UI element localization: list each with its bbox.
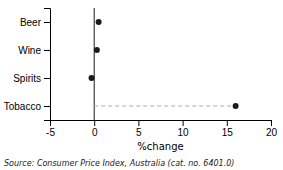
plot-area: -5 0 5 10 15 20 Beer Wine Spirits Tobacco bbox=[4, 8, 278, 138]
y-tick-mark bbox=[44, 22, 50, 23]
y-tick-mark bbox=[44, 50, 50, 51]
x-axis: -5 0 5 10 15 20 bbox=[46, 120, 277, 138]
y-tick-label: Wine bbox=[18, 45, 41, 56]
x-tick-mark bbox=[138, 120, 139, 126]
y-tick-mark bbox=[44, 78, 50, 79]
x-tick: 5 bbox=[136, 120, 142, 138]
x-tick-label: 5 bbox=[136, 127, 142, 138]
x-tick-label: 15 bbox=[222, 127, 234, 138]
y-tick: Spirits bbox=[13, 73, 50, 84]
dot bbox=[89, 75, 95, 81]
x-axis-title: %change bbox=[137, 141, 183, 152]
y-tick: Tobacco bbox=[4, 101, 50, 112]
leader-line bbox=[94, 106, 235, 107]
y-axis: Beer Wine Spirits Tobacco bbox=[4, 9, 51, 121]
x-tick: 20 bbox=[266, 120, 278, 138]
chart: -5 0 5 10 15 20 Beer Wine Spirits Tobacco %change S… bbox=[0, 0, 283, 170]
marks bbox=[89, 8, 239, 120]
x-tick-mark bbox=[183, 120, 184, 126]
x-tick-label: 0 bbox=[92, 127, 98, 138]
dot bbox=[94, 47, 100, 53]
y-tick-label: Tobacco bbox=[4, 101, 42, 112]
x-tick-label: -5 bbox=[46, 127, 55, 138]
x-tick-mark bbox=[271, 120, 272, 126]
dot bbox=[96, 19, 102, 25]
x-tick-label: 10 bbox=[178, 127, 190, 138]
y-tick-label: Beer bbox=[20, 17, 42, 28]
y-tick-label: Spirits bbox=[13, 73, 41, 84]
y-tick-mark bbox=[44, 106, 50, 107]
y-axis-line bbox=[44, 9, 51, 121]
x-tick-mark bbox=[94, 120, 95, 126]
x-tick: -5 bbox=[46, 120, 55, 138]
x-tick-label: 20 bbox=[266, 127, 278, 138]
annotation: Source: Consumer Price Index, Australia … bbox=[4, 159, 234, 168]
zero-line bbox=[94, 8, 95, 120]
dot bbox=[233, 103, 239, 109]
x-tick: 15 bbox=[222, 120, 234, 138]
x-tick: 10 bbox=[178, 120, 190, 138]
x-tick-mark bbox=[227, 120, 228, 126]
x-axis-line bbox=[51, 121, 272, 127]
y-tick: Beer bbox=[20, 17, 50, 28]
x-tick: 0 bbox=[92, 120, 98, 138]
y-tick: Wine bbox=[18, 45, 50, 56]
